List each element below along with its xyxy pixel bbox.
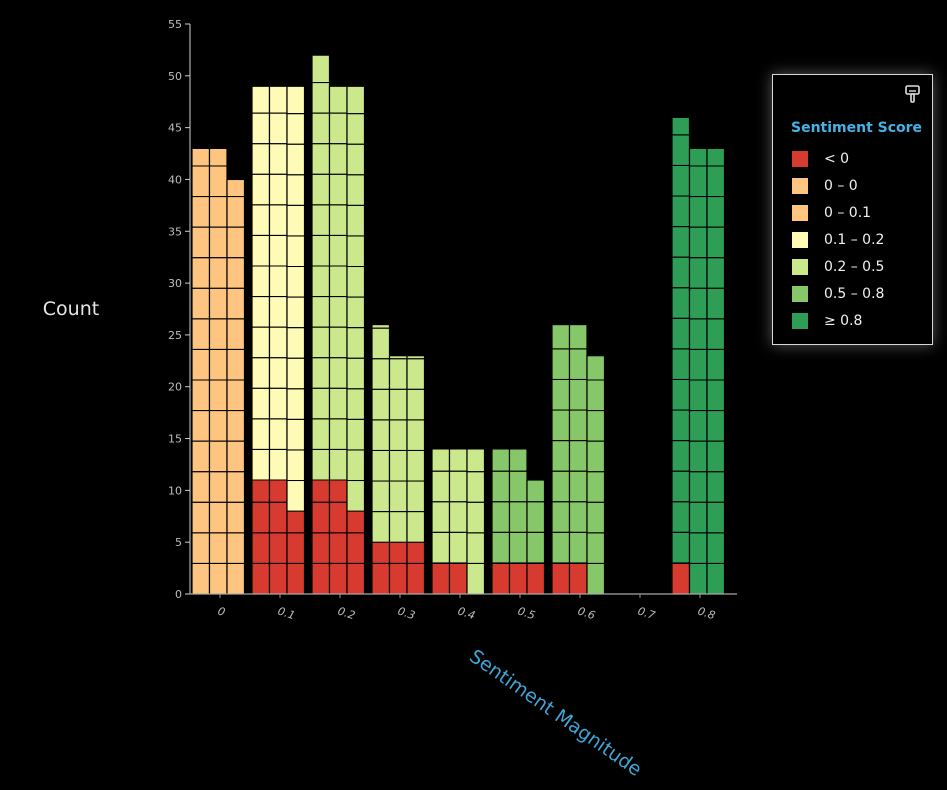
x-tick-label: 0.8	[696, 604, 717, 622]
y-tick-label: 0	[175, 588, 182, 601]
bar-segment[interactable]	[587, 355, 605, 594]
legend-swatch	[792, 312, 808, 329]
legend-item[interactable]: ≥ 0.8	[792, 307, 884, 334]
legend-label: < 0	[824, 150, 850, 167]
bar-segment[interactable]	[449, 562, 468, 594]
legend-item[interactable]: 0.5 – 0.8	[792, 280, 884, 307]
y-tick-label: 45	[168, 122, 182, 135]
legend-item[interactable]: 0 – 0.1	[792, 199, 884, 226]
legend-item[interactable]: 0.1 – 0.2	[792, 226, 884, 253]
bar-segment[interactable]	[492, 562, 510, 594]
x-tick-label: 0.4	[456, 604, 477, 622]
legend-label: 0 – 0.1	[824, 204, 872, 221]
y-tick-label: 40	[168, 173, 182, 186]
bar-segment[interactable]	[209, 148, 228, 594]
bar-segment[interactable]	[407, 355, 425, 543]
bar-segment[interactable]	[252, 480, 270, 594]
bar-segment[interactable]	[569, 324, 588, 563]
bar-segment[interactable]	[689, 148, 708, 594]
x-tick-label: 0.3	[396, 604, 417, 622]
bar-segment[interactable]	[672, 562, 690, 594]
bar-segment[interactable]	[287, 511, 305, 594]
legend-item[interactable]: 0.2 – 0.5	[792, 253, 884, 280]
bar-segment[interactable]	[449, 448, 468, 563]
legend-label: 0.5 – 0.8	[824, 285, 885, 302]
legend-label: 0.1 – 0.2	[824, 231, 885, 248]
x-tick-label: 0	[216, 604, 227, 619]
x-tick-label: 0.6	[576, 604, 597, 622]
y-axis: 0 5 10 15 20 25 30 35 40 45 50 55	[168, 18, 191, 601]
bar-segment[interactable]	[527, 480, 545, 563]
bar-segment[interactable]	[312, 480, 330, 594]
paint-brush-icon[interactable]	[904, 84, 922, 106]
bar-segment[interactable]	[552, 562, 570, 594]
y-tick-label: 10	[168, 484, 182, 497]
bar-segment[interactable]	[269, 480, 288, 594]
y-tick-label: 20	[168, 381, 182, 394]
legend-swatch	[792, 150, 808, 167]
x-axis-label: Sentiment Magnitude	[465, 645, 645, 781]
y-tick-label: 55	[168, 18, 182, 31]
bar-segment[interactable]	[467, 448, 485, 594]
x-tick-label: 0.7	[636, 604, 657, 622]
bar-segment[interactable]	[569, 562, 588, 594]
bar-segment[interactable]	[509, 562, 528, 594]
legend-swatch	[792, 258, 808, 275]
bar-segment[interactable]	[407, 542, 425, 594]
bar-segment[interactable]	[329, 86, 348, 480]
x-tick-label: 0.2	[336, 604, 357, 622]
legend: Sentiment Score < 0 0 – 0 0 – 0.1 0.1 – 0.2…	[772, 74, 933, 345]
bar-segment[interactable]	[672, 117, 690, 563]
bar-segment[interactable]	[227, 179, 245, 595]
y-tick-label: 25	[168, 329, 182, 342]
bar-segment[interactable]	[432, 448, 450, 563]
y-axis-label: Count	[43, 298, 99, 320]
legend-swatch	[792, 177, 808, 194]
bar-segment[interactable]	[287, 86, 305, 512]
bar-segment[interactable]	[329, 480, 348, 594]
legend-swatch	[792, 285, 808, 302]
legend-swatch	[792, 204, 808, 221]
bar-segment[interactable]	[389, 355, 408, 543]
bar-segment[interactable]	[372, 324, 390, 543]
x-tick-label: 0.1	[276, 604, 297, 622]
y-tick-label: 30	[168, 277, 182, 290]
legend-item[interactable]: 0 – 0	[792, 172, 884, 199]
bar-segment[interactable]	[269, 86, 288, 480]
bar-segment[interactable]	[552, 324, 570, 563]
bar-segment[interactable]	[707, 148, 725, 594]
legend-label: 0 – 0	[824, 177, 858, 194]
legend-label: 0.2 – 0.5	[824, 258, 885, 275]
legend-label: ≥ 0.8	[824, 312, 863, 329]
y-tick-label: 50	[168, 70, 182, 83]
chart-bars	[191, 54, 726, 595]
bar-segment[interactable]	[509, 448, 528, 563]
legend-item[interactable]: < 0	[792, 145, 884, 172]
legend-items: < 0 0 – 0 0 – 0.1 0.1 – 0.2 0.2 – 0.5 0.5 – 0…	[792, 145, 884, 334]
y-tick-label: 15	[168, 433, 182, 446]
y-tick-label: 5	[175, 536, 182, 549]
bar-segment[interactable]	[372, 542, 390, 594]
legend-title: Sentiment Score	[791, 120, 923, 136]
bar-segment[interactable]	[432, 562, 450, 594]
x-axis: 0 0.1 0.2 0.3 0.4 0.5 0.6 0.7 0.8	[190, 593, 737, 622]
bar-segment[interactable]	[347, 86, 365, 512]
legend-swatch	[792, 231, 808, 248]
bar-segment[interactable]	[492, 448, 510, 563]
bar-segment[interactable]	[347, 511, 365, 594]
x-tick-label: 0.5	[516, 604, 537, 622]
bar-segment[interactable]	[389, 542, 408, 594]
bar-segment[interactable]	[312, 55, 330, 480]
bar-segment[interactable]	[252, 86, 270, 480]
bar-segment[interactable]	[192, 148, 210, 594]
y-tick-label: 35	[168, 225, 182, 238]
bar-segment[interactable]	[527, 562, 545, 594]
